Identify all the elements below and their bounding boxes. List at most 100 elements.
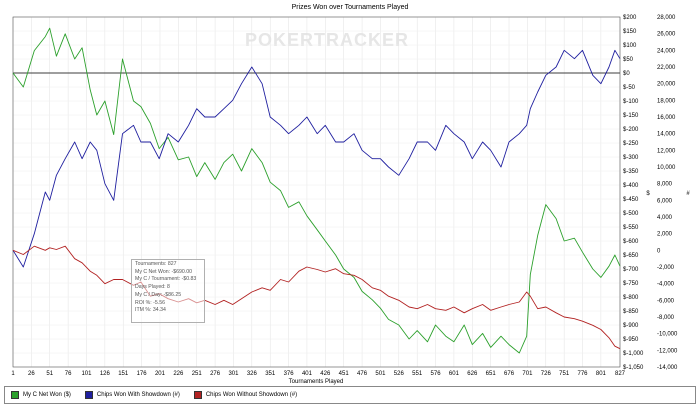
stats-line: ITM %: 34.34	[135, 307, 166, 314]
x-tick-label: 501	[375, 371, 386, 377]
chips-tick-label: -10,000	[657, 332, 678, 338]
x-tick-label: 126	[100, 371, 111, 377]
chips-tick-label: 24,000	[657, 48, 676, 54]
x-tick-label: 351	[265, 371, 276, 377]
x-tick-label: 151	[118, 371, 129, 377]
chips-tick-label: 2,000	[657, 232, 673, 238]
dollar-tick-label: $-100	[623, 99, 639, 105]
x-tick-label: 827	[615, 371, 626, 377]
dollar-tick-label: $-1,000	[623, 351, 644, 357]
plot-frame	[12, 16, 621, 368]
dollar-tick-label: $-600	[623, 239, 639, 245]
legend-swatch	[11, 391, 19, 399]
x-tick-label: 376	[284, 371, 295, 377]
x-tick-label: 76	[65, 371, 72, 377]
x-tick-label: 401	[302, 371, 313, 377]
series-line-chips-won-without-showdown	[12, 245, 621, 350]
x-tick-label: 751	[559, 371, 570, 377]
dollar-tick-label: $-700	[623, 267, 639, 273]
dollar-tick-label: $-650	[623, 253, 639, 259]
chips-axis-title: #	[686, 191, 690, 197]
x-tick-label: 801	[596, 371, 607, 377]
chips-tick-label: -6,000	[657, 298, 675, 304]
chips-tick-label: 14,000	[657, 132, 676, 138]
x-tick-label: 226	[173, 371, 184, 377]
x-tick-label: 576	[431, 371, 442, 377]
dollar-tick-label: $-550	[623, 225, 639, 231]
dollar-tick-label: $-150	[623, 113, 639, 119]
dollar-tick-label: $0	[623, 71, 630, 77]
x-tick-label: 651	[486, 371, 497, 377]
chips-tick-label: 18,000	[657, 98, 676, 104]
legend-item-with-showdown[interactable]: Chips Won With Showdown (#)	[84, 391, 180, 399]
chips-tick-label: -4,000	[657, 282, 675, 288]
dollar-tick-label: $50	[623, 57, 634, 63]
x-tick-label: 726	[541, 371, 552, 377]
dollar-tick-label: $-500	[623, 211, 639, 217]
chips-tick-label: 12,000	[657, 148, 676, 154]
dollar-tick-label: $-400	[623, 183, 639, 189]
chips-tick-label: 8,000	[657, 182, 673, 188]
legend-label: My C Net Won ($)	[23, 392, 71, 398]
dollar-tick-label: $-950	[623, 337, 639, 343]
x-tick-label: 526	[394, 371, 405, 377]
chips-tick-label: -2,000	[657, 265, 675, 271]
x-tick-label: 701	[522, 371, 533, 377]
chips-tick-label: 4,000	[657, 215, 673, 221]
dollar-tick-label: $-850	[623, 309, 639, 315]
x-tick-label: 276	[210, 371, 221, 377]
legend-swatch	[193, 391, 202, 399]
legend: My C Net Won ($) Chips Won With Showdown…	[4, 386, 696, 404]
chips-tick-label: -8,000	[657, 315, 675, 321]
x-tick-label: 51	[46, 371, 53, 377]
legend-label: Chips Won With Showdown (#)	[96, 392, 180, 398]
x-tick-label: 551	[412, 371, 423, 377]
x-tick-label: 101	[81, 371, 92, 377]
chips-tick-label: 20,000	[657, 82, 676, 88]
chips-tick-label: 10,000	[657, 165, 676, 171]
legend-swatch	[84, 391, 93, 399]
stats-line: My C / Tournament: -$0.83	[135, 276, 197, 283]
series-line-chips-won-with-showdown	[12, 49, 621, 268]
x-tick-label: 776	[578, 371, 589, 377]
dollar-tick-label: $-200	[623, 127, 639, 133]
x-tick-label: 301	[228, 371, 239, 377]
legend-item-net-won[interactable]: My C Net Won ($)	[11, 391, 71, 399]
chips-tick-label: 0	[657, 248, 661, 254]
dollar-tick-label: $-750	[623, 281, 639, 287]
dollar-tick-label: $-300	[623, 155, 639, 161]
chips-tick-label: 26,000	[657, 32, 676, 38]
stats-line: ROI %: -5.56	[135, 299, 165, 306]
dollar-tick-label: $100	[623, 43, 637, 49]
x-tick-label: 426	[320, 371, 331, 377]
chips-tick-label: 22,000	[657, 65, 676, 71]
legend-item-without-showdown[interactable]: Chips Won Without Showdown (#)	[193, 391, 297, 399]
chips-tick-label: -14,000	[657, 365, 678, 371]
stats-line: My C Net Won: -$690.00	[135, 268, 192, 275]
x-tick-label: 601	[449, 371, 460, 377]
chart-title: Prizes Won over Tournaments Played	[292, 4, 409, 11]
stats-panel: Tournaments: 827 My C Net Won: -$690.00 …	[131, 259, 205, 323]
dollar-tick-label: $-1,050	[623, 365, 644, 371]
stats-line: Tournaments: 827	[135, 261, 177, 267]
x-tick-label: 626	[467, 371, 478, 377]
dollar-tick-label: $-350	[623, 169, 639, 175]
dollar-tick-label: $150	[623, 29, 637, 35]
x-tick-label: 176	[137, 371, 148, 377]
dollar-tick-label: $-250	[623, 141, 639, 147]
dollar-tick-label: $-450	[623, 197, 639, 203]
chips-tick-label: 28,000	[657, 15, 676, 21]
x-tick-label: 26	[28, 371, 35, 377]
dollar-tick-label: $-50	[623, 85, 636, 91]
x-tick-label: 326	[247, 371, 258, 377]
dollar-tick-label: $200	[623, 15, 637, 21]
dollar-axis-title: $	[646, 191, 650, 197]
chips-tick-label: 16,000	[657, 115, 676, 121]
chips-tick-label: -12,000	[657, 348, 678, 354]
chips-tick-label: 6,000	[657, 198, 673, 204]
x-tick-label: 251	[192, 371, 203, 377]
series-line-my-c-net-won	[12, 27, 621, 354]
stats-line: Days Played: 8	[135, 284, 170, 291]
dollar-tick-label: $-800	[623, 295, 639, 301]
